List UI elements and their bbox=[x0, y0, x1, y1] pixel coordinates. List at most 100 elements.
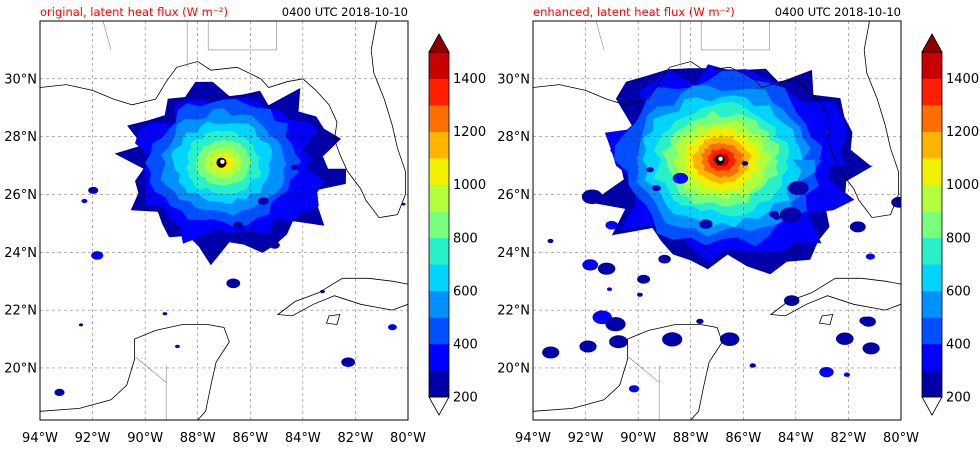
rainband-patch bbox=[81, 198, 88, 204]
y-tick-label: 24°N bbox=[4, 246, 37, 261]
coastline-yucatan bbox=[533, 324, 723, 420]
y-tick-label: 26°N bbox=[497, 188, 530, 203]
latent-heat-flux-field bbox=[54, 81, 406, 396]
state-border bbox=[207, 21, 277, 51]
rainband-patch bbox=[749, 363, 756, 368]
state-border bbox=[102, 21, 112, 50]
rainband-patch bbox=[341, 357, 356, 368]
rainband-patch bbox=[78, 323, 84, 327]
y-tick-label: 22°N bbox=[497, 304, 530, 319]
rainband-patch bbox=[237, 238, 243, 243]
state-border bbox=[595, 21, 605, 50]
state-border bbox=[627, 356, 660, 383]
rainband-patch bbox=[582, 259, 599, 271]
coastline bbox=[40, 21, 406, 219]
rainband-patch bbox=[859, 316, 871, 325]
rainband-patch bbox=[542, 346, 560, 359]
rainband-patch bbox=[891, 196, 901, 208]
rainband-patch bbox=[784, 295, 800, 306]
x-tick-label: 88°W bbox=[673, 431, 709, 446]
colorbar-segment bbox=[922, 184, 942, 212]
storm-eye-center bbox=[718, 156, 723, 161]
panel-title-left: original, latent heat flux (W m⁻²) bbox=[40, 5, 228, 19]
coastline-yucatan bbox=[40, 324, 230, 420]
x-tick-label: 84°W bbox=[778, 431, 814, 446]
colorbar-segment bbox=[429, 131, 449, 159]
y-tick-label: 30°N bbox=[4, 72, 37, 87]
colorbar-tick-label: 1000 bbox=[453, 178, 486, 193]
colorbar: 200 400 600 800 1000 1200 1400 bbox=[921, 33, 979, 416]
colorbar-segment bbox=[922, 52, 942, 79]
colorbar-segment bbox=[429, 78, 449, 106]
x-tick-label: 80°W bbox=[390, 431, 426, 446]
colorbar-frame bbox=[921, 51, 943, 398]
rainband-patch bbox=[174, 344, 180, 349]
gridlines bbox=[40, 21, 408, 420]
rainband-patch bbox=[862, 342, 880, 355]
rainband-patch bbox=[865, 253, 875, 260]
x-tick-labels: 94°W 92°W 90°W 88°W 86°W 84°W 82°W 80°W bbox=[22, 431, 426, 446]
x-tick-label: 90°W bbox=[620, 431, 656, 446]
coastlines bbox=[533, 21, 901, 420]
colorbar-segment bbox=[429, 237, 449, 265]
map-frame bbox=[39, 20, 409, 421]
rainband-patch bbox=[749, 256, 762, 266]
rainband-patch bbox=[605, 317, 626, 332]
x-tick-labels: 94°W 92°W 90°W 88°W 86°W 84°W 82°W 80°W bbox=[515, 431, 919, 446]
coastline-island bbox=[818, 314, 834, 326]
x-tick-label: 92°W bbox=[568, 431, 604, 446]
colorbar-extend-max bbox=[921, 33, 943, 53]
rainband-patch bbox=[226, 278, 241, 289]
rainband-patch bbox=[637, 292, 643, 297]
rainband-patch bbox=[849, 221, 866, 233]
rainband-patch bbox=[628, 385, 640, 393]
rainband-patch bbox=[606, 287, 613, 292]
colorbar-extend-min bbox=[428, 396, 450, 416]
rainband-patch bbox=[579, 340, 597, 353]
rainband-patch bbox=[54, 388, 65, 396]
rainband-patch bbox=[252, 226, 257, 230]
state-border bbox=[134, 356, 167, 383]
x-tick-label: 94°W bbox=[515, 431, 551, 446]
panel-title-left: enhanced, latent heat flux (W m⁻²) bbox=[533, 5, 735, 19]
colorbar-tick-label: 600 bbox=[453, 284, 478, 299]
y-tick-labels: 20°N 22°N 24°N 26°N 28°N 30°N bbox=[4, 72, 37, 376]
rainband-patch bbox=[788, 180, 809, 196]
colorbar-segment bbox=[922, 158, 942, 185]
x-tick-label: 80°W bbox=[883, 431, 919, 446]
panel-title-right: 0400 UTC 2018-10-10 bbox=[775, 5, 901, 19]
y-tick-label: 20°N bbox=[4, 361, 37, 376]
rainband-patch bbox=[779, 207, 802, 223]
rainband-patch bbox=[597, 262, 616, 275]
colorbar-segment bbox=[922, 78, 942, 106]
colorbar-segment bbox=[922, 105, 942, 132]
coastline-cuba bbox=[276, 277, 408, 317]
coastline bbox=[533, 21, 899, 219]
coastlines bbox=[40, 21, 408, 420]
colorbar-segment bbox=[429, 264, 449, 292]
rainband-patch bbox=[88, 186, 99, 194]
y-tick-label: 26°N bbox=[4, 188, 37, 203]
colorbar-tick-label: 400 bbox=[946, 337, 971, 352]
x-tick-label: 90°W bbox=[127, 431, 163, 446]
y-tick-label: 30°N bbox=[497, 72, 530, 87]
x-tick-label: 86°W bbox=[232, 431, 268, 446]
rainband-patch bbox=[662, 332, 683, 347]
colorbar-segment bbox=[922, 317, 942, 345]
y-tick-label: 22°N bbox=[4, 304, 37, 319]
rainband-patch bbox=[819, 367, 834, 378]
colorbar-segment bbox=[429, 317, 449, 345]
colorbar-extend-min bbox=[921, 396, 943, 416]
colorbar-segment bbox=[429, 370, 449, 398]
colorbar-segment bbox=[922, 290, 942, 318]
colorbar-extend-max bbox=[428, 33, 450, 53]
rainband-patch bbox=[609, 335, 628, 349]
x-tick-label: 82°W bbox=[337, 431, 373, 446]
storm-eye-center bbox=[220, 159, 225, 164]
rainband-patch bbox=[232, 221, 244, 230]
y-tick-label: 28°N bbox=[4, 130, 37, 145]
colorbar-tick-label: 1200 bbox=[946, 125, 979, 140]
colorbar-tick-label: 200 bbox=[946, 391, 971, 406]
colorbar-tick-label: 600 bbox=[946, 284, 971, 299]
